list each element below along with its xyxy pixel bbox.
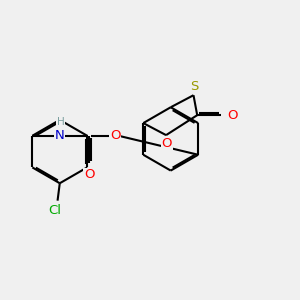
Text: O: O	[84, 168, 94, 181]
Text: N: N	[54, 129, 64, 142]
Text: S: S	[190, 80, 198, 93]
Text: O: O	[110, 129, 121, 142]
Text: O: O	[227, 109, 237, 122]
Text: Cl: Cl	[49, 204, 62, 217]
Text: H: H	[57, 118, 65, 128]
Text: O: O	[161, 137, 172, 151]
